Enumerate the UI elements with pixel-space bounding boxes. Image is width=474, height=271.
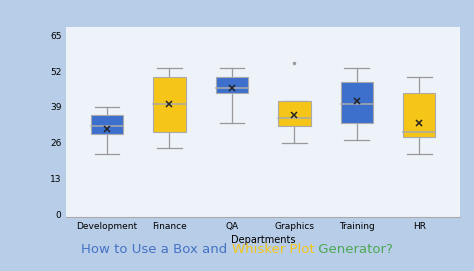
X-axis label: Departments: Departments — [231, 235, 295, 245]
Bar — [278, 101, 310, 126]
Bar — [340, 82, 373, 123]
Text: How to Use a Box and: How to Use a Box and — [81, 243, 231, 256]
Bar — [403, 93, 436, 137]
Text: Generator?: Generator? — [314, 243, 393, 256]
Bar — [216, 77, 248, 93]
Bar — [153, 77, 186, 132]
Bar — [91, 115, 123, 134]
Text: Whisker Plot: Whisker Plot — [231, 243, 314, 256]
